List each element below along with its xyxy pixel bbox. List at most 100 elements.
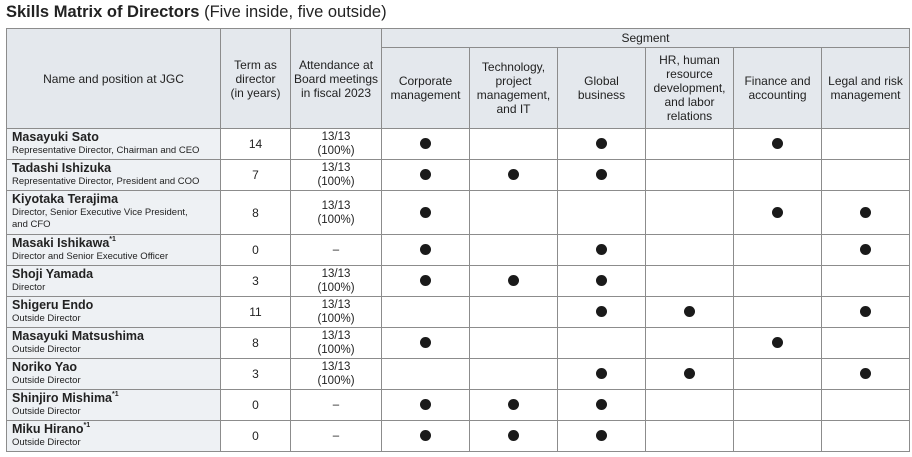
skill-cell-legal-risk-management: [821, 420, 910, 452]
skill-cell-legal-risk-management: [821, 159, 910, 191]
header-segment-technology-project-it: Technology, project management, and IT: [469, 47, 558, 129]
term-value: 0: [220, 420, 291, 452]
skill-dot-icon: [420, 138, 431, 150]
table-row: Kiyotaka Terajima Director, Senior Execut…: [6, 190, 910, 235]
table-row: Tadashi Ishizuka Representative Director,…: [6, 159, 910, 191]
skill-cell-hr-labor-relations: [645, 296, 734, 328]
skill-dot-icon: [860, 306, 871, 318]
attendance-value: 13/13 (100%): [290, 159, 382, 191]
term-value: 8: [220, 190, 291, 235]
skill-cell-hr-labor-relations: [645, 234, 734, 266]
skill-cell-finance-accounting: [733, 358, 822, 390]
skill-cell-technology-project-it: [469, 327, 558, 359]
director-position: Outside Director: [12, 406, 81, 417]
skill-cell-legal-risk-management: [821, 389, 910, 421]
director-name: Masayuki Matsushima: [12, 329, 144, 343]
skill-cell-global-business: [557, 296, 646, 328]
skill-cell-legal-risk-management: [821, 296, 910, 328]
skill-cell-corporate-management: [381, 128, 470, 160]
page-title: Skills Matrix of Directors (Five inside,…: [6, 3, 387, 22]
director-name: Noriko Yao: [12, 360, 78, 374]
director-cell: Kiyotaka Terajima Director, Senior Execut…: [6, 190, 221, 235]
skill-cell-technology-project-it: [469, 159, 558, 191]
director-name: Miku Hirano*1: [12, 422, 91, 436]
term-value: 0: [220, 389, 291, 421]
attendance-value: 13/13 (100%): [290, 358, 382, 390]
skill-dot-icon: [596, 399, 607, 411]
skill-cell-hr-labor-relations: [645, 159, 734, 191]
skill-cell-finance-accounting: [733, 389, 822, 421]
skill-cell-legal-risk-management: [821, 190, 910, 235]
skill-cell-legal-risk-management: [821, 265, 910, 297]
table-row: Shoji Yamada Director 3 13/13 (100%): [6, 265, 910, 297]
skill-cell-hr-labor-relations: [645, 358, 734, 390]
director-name: Shoji Yamada: [12, 267, 94, 281]
skill-cell-corporate-management: [381, 159, 470, 191]
skill-cell-finance-accounting: [733, 190, 822, 235]
skill-dot-icon: [508, 169, 519, 181]
skill-cell-legal-risk-management: [821, 234, 910, 266]
header-segment: Segment: [381, 28, 910, 48]
skill-dot-icon: [596, 368, 607, 380]
table-row: Shigeru Endo Outside Director 11 13/13 (100%…: [6, 296, 910, 328]
skill-cell-corporate-management: [381, 296, 470, 328]
term-value: 11: [220, 296, 291, 328]
skill-cell-legal-risk-management: [821, 128, 910, 160]
table-row: Miku Hirano*1 Outside Director 0–: [6, 420, 910, 452]
attendance-value: –: [290, 234, 382, 266]
director-position: Director and Senior Executive Officer: [12, 251, 169, 262]
skill-cell-global-business: [557, 358, 646, 390]
skill-cell-hr-labor-relations: [645, 190, 734, 235]
skill-dot-icon: [420, 169, 431, 181]
director-cell: Noriko Yao Outside Director: [6, 358, 221, 390]
skill-dot-icon: [772, 337, 783, 349]
skill-cell-corporate-management: [381, 327, 470, 359]
skill-dot-icon: [596, 138, 607, 150]
skill-dot-icon: [684, 368, 695, 380]
director-position: Director, Senior Executive Vice Presiden…: [12, 207, 188, 218]
title-sub: (Five inside, five outside): [204, 3, 387, 21]
term-value: 7: [220, 159, 291, 191]
skill-dot-icon: [684, 306, 695, 318]
header-segment-legal-risk-management: Legal and risk management: [821, 47, 910, 129]
skill-cell-global-business: [557, 420, 646, 452]
skill-cell-finance-accounting: [733, 234, 822, 266]
director-cell: Miku Hirano*1 Outside Director: [6, 420, 221, 452]
skill-dot-icon: [420, 244, 431, 256]
skill-cell-corporate-management: [381, 389, 470, 421]
header-segment-hr-labor-relations: HR, human resource development, and labor re…: [645, 47, 734, 129]
skill-cell-hr-labor-relations: [645, 420, 734, 452]
skill-dot-icon: [772, 206, 783, 218]
term-value: 0: [220, 234, 291, 266]
skill-cell-corporate-management: [381, 358, 470, 390]
term-value: 8: [220, 327, 291, 359]
skill-cell-technology-project-it: [469, 420, 558, 452]
skill-cell-corporate-management: [381, 234, 470, 266]
director-position: Representative Director, President and C…: [12, 176, 200, 187]
director-position: Outside Director: [12, 375, 81, 386]
skill-cell-global-business: [557, 128, 646, 160]
skill-dot-icon: [420, 399, 431, 411]
skill-cell-global-business: [557, 190, 646, 235]
skill-cell-technology-project-it: [469, 190, 558, 235]
skill-cell-legal-risk-management: [821, 358, 910, 390]
director-name: Shinjiro Mishima*1: [12, 391, 119, 405]
skill-dot-icon: [508, 399, 519, 411]
skill-dot-icon: [420, 275, 431, 287]
attendance-value: 13/13 (100%): [290, 190, 382, 235]
skill-dot-icon: [508, 430, 519, 442]
director-position: and CFO: [12, 219, 51, 230]
skill-dot-icon: [596, 275, 607, 287]
skill-cell-corporate-management: [381, 265, 470, 297]
director-position: Outside Director: [12, 437, 81, 448]
term-value: 3: [220, 358, 291, 390]
skill-cell-finance-accounting: [733, 128, 822, 160]
skill-cell-finance-accounting: [733, 420, 822, 452]
skill-cell-global-business: [557, 389, 646, 421]
director-cell: Masayuki Matsushima Outside Director: [6, 327, 221, 359]
attendance-value: 13/13 (100%): [290, 265, 382, 297]
director-position: Representative Director, Chairman and CE…: [12, 145, 200, 156]
director-name: Masaki Ishikawa*1: [12, 236, 116, 250]
director-cell: Shoji Yamada Director: [6, 265, 221, 297]
footnote-mark: *1: [109, 236, 116, 243]
